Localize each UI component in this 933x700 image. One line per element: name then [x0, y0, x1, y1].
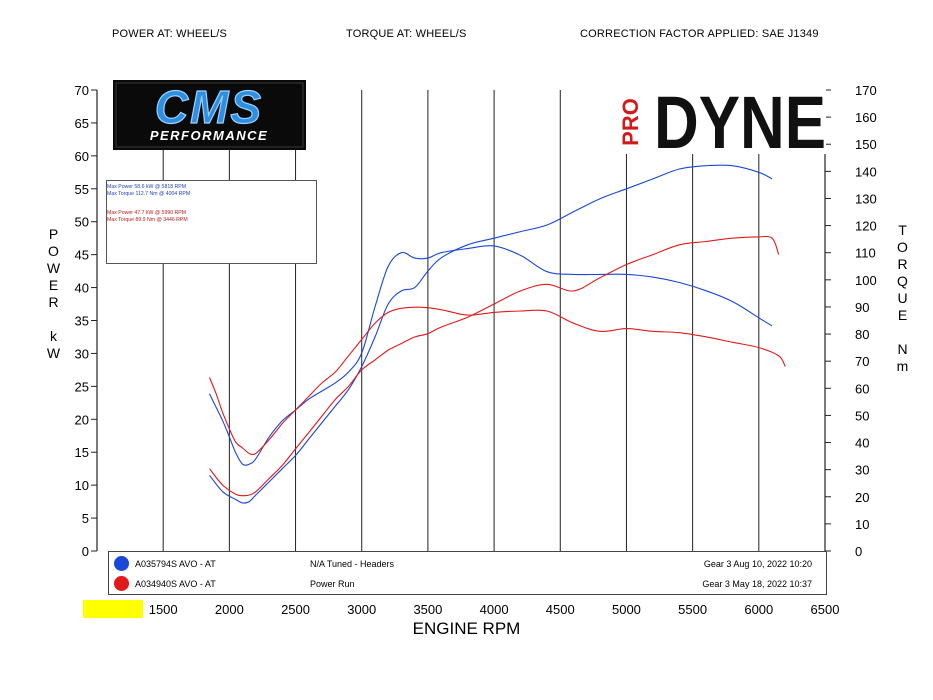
y-left-tick-label: 35	[75, 314, 89, 329]
y-right-tick-label: 20	[855, 490, 869, 505]
series-group	[208, 164, 786, 504]
legend-row-blue: A035794S AVO - AT N/A Tuned - Headers Ge…	[109, 553, 826, 573]
cms-logo-text: CMS	[155, 81, 263, 133]
y-right-tick-label: 170	[855, 83, 877, 98]
legend-run-name: A034940S AVO - AT	[135, 579, 216, 589]
legend-dot-blue	[114, 556, 129, 571]
y-right-tick-label: 160	[855, 110, 877, 125]
prodyne-pro-text: PRO	[618, 98, 643, 146]
x-tick-highlight	[83, 600, 143, 618]
y-left-tick-label: 5	[82, 511, 89, 526]
y-right-tick-label: 100	[855, 273, 877, 288]
legend-run-desc: N/A Tuned - Headers	[310, 559, 395, 569]
x-tick-label: 2000	[215, 602, 244, 617]
prodyne-logo: PRO DYNE	[612, 82, 826, 154]
grid	[162, 90, 760, 551]
prodyne-dyne-text: DYNE	[654, 82, 826, 154]
x-tick-label: 1500	[149, 602, 178, 617]
legend-run-date: Gear 3 Aug 10, 2022 10:20	[703, 559, 812, 569]
blue-max-power: Max Power 58.6 kW @ 5818 RPM	[107, 184, 187, 190]
y-right-tick-label: 60	[855, 381, 869, 396]
tick-labels: 0 5 10 15 20 25 30 35 40 45 50 55 60 65 70 0 10 20 30 40 50 6…	[75, 83, 877, 617]
y-left-tick-label: 55	[75, 182, 89, 197]
legend-row-red: A034940S AVO - AT Power Run Gear 3 May 1…	[109, 573, 826, 593]
y-left-tick-label: 30	[75, 346, 89, 361]
y-left-tick-label: 70	[75, 83, 89, 98]
red-max-torque: Max Torque 89.9 Nm @ 3446 RPM	[107, 216, 188, 223]
y-right-tick-label: 120	[855, 219, 877, 234]
max-values-box: Max Power 58.6 kW @ 5818 RPM Max Torque …	[106, 180, 317, 264]
y-right-tick-label: 70	[855, 354, 869, 369]
cms-logo-subtext: PERFORMANCE	[150, 128, 268, 143]
y-right-tick-label: 0	[855, 544, 862, 559]
y-left-tick-label: 15	[75, 445, 89, 460]
series-line-red-power	[209, 235, 780, 497]
y-right-tick-label: 30	[855, 463, 869, 478]
power-at-label: POWER AT: WHEEL/S	[112, 28, 228, 40]
correction-factor-label: CORRECTION FACTOR APPLIED: SAE J1349	[580, 28, 819, 40]
x-tick-label: 2500	[281, 602, 310, 617]
x-tick-label: 6500	[811, 602, 840, 617]
y-right-tick-label: 80	[855, 327, 869, 342]
y-left-tick-label: 40	[75, 281, 89, 296]
y-left-tick-label: 65	[75, 116, 89, 131]
legend-run-desc: Power Run	[310, 579, 355, 589]
cms-performance-logo: CMS PERFORMANCE	[113, 80, 306, 150]
y-right-tick-label: 140	[855, 164, 877, 179]
torque-at-label: TORQUE AT: WHEEL/S	[346, 28, 467, 40]
y-left-tick-label: 25	[75, 379, 89, 394]
x-tick-label: 3500	[413, 602, 442, 617]
series-line-red-torque	[208, 306, 786, 456]
legend-run-date: Gear 3 May 18, 2022 10:37	[702, 579, 812, 589]
y-left-tick-label: 45	[75, 248, 89, 263]
x-tick-label: 4000	[480, 602, 509, 617]
series-line-blue-torque	[209, 245, 773, 466]
x-tick-label: 4500	[546, 602, 575, 617]
x-tick-label: 5500	[678, 602, 707, 617]
axes	[91, 89, 831, 552]
y-right-tick-label: 150	[855, 137, 877, 152]
y-right-tick-label: 40	[855, 436, 869, 451]
x-axis-label: ENGINE RPM	[412, 619, 521, 638]
y-right-tick-label: 110	[855, 246, 876, 261]
y-right-tick-label: 10	[855, 517, 869, 532]
run-legend: A035794S AVO - AT N/A Tuned - Headers Ge…	[108, 551, 827, 595]
x-tick-label: 5000	[612, 602, 641, 617]
legend-run-name: A035794S AVO - AT	[135, 559, 216, 569]
y-right-tick-label: 90	[855, 300, 869, 315]
blue-max-torque: Max Torque 112.7 Nm @ 4004 RPM	[107, 190, 191, 197]
y-left-tick-label: 50	[75, 215, 89, 230]
y-left-tick-label: 10	[75, 478, 89, 493]
y-right-tick-label: 130	[855, 191, 877, 206]
series-line-blue-power	[209, 164, 773, 504]
y-left-tick-label: 20	[75, 412, 89, 427]
red-max-power: Max Power 47.7 kW @ 5990 RPM	[107, 210, 187, 217]
y-right-tick-label: 50	[855, 408, 869, 423]
legend-dot-red	[114, 576, 129, 591]
y-left-tick-label: 0	[82, 544, 89, 559]
x-tick-label: 3000	[347, 602, 376, 617]
y-left-tick-label: 60	[75, 149, 89, 164]
x-tick-label: 6000	[744, 602, 773, 617]
